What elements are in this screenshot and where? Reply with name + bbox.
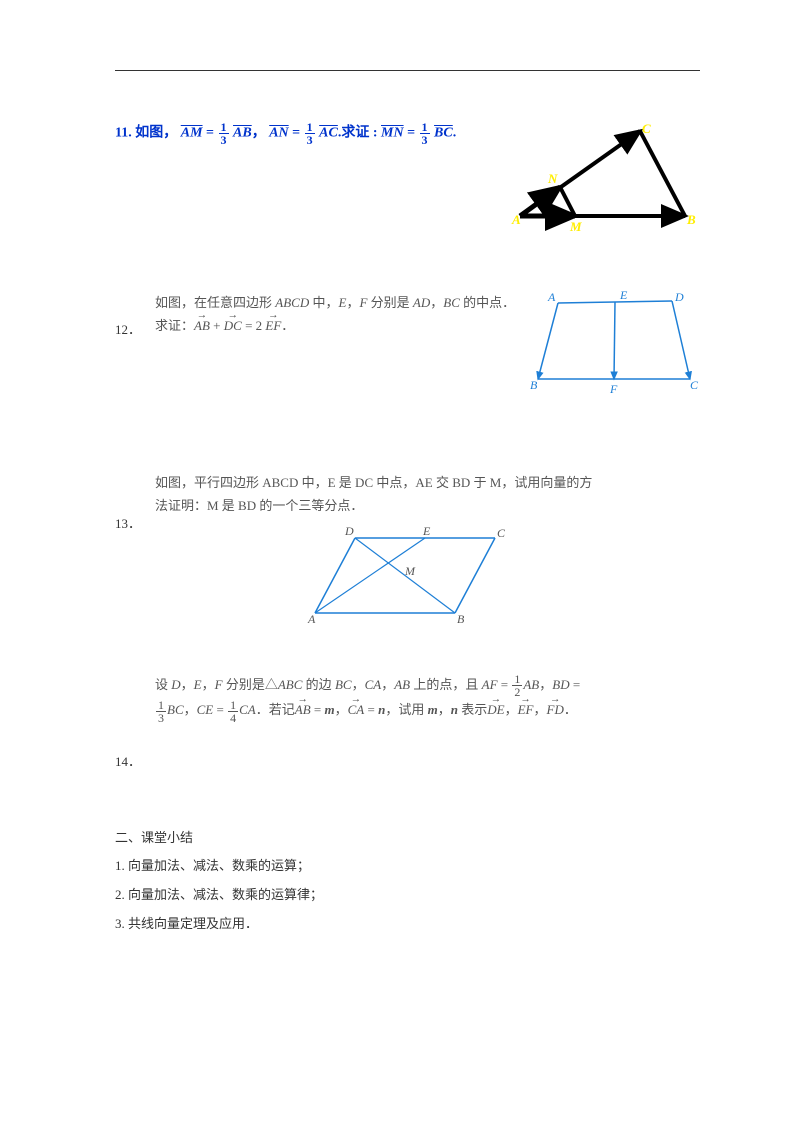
- svg-text:E: E: [422, 524, 431, 538]
- vec-AN: AN: [269, 126, 288, 141]
- svg-text:C: C: [497, 526, 505, 540]
- problem-14-text: 设 D，E，F 分别是△ABC 的边 BC，CA，AB 上的点，且 AF = 1…: [115, 673, 700, 724]
- svg-text:D: D: [344, 524, 354, 538]
- svg-text:A: A: [511, 212, 521, 227]
- vec-DC-12: DC: [224, 314, 242, 337]
- vec-AB-14: AB: [295, 698, 311, 721]
- svg-text:B: B: [686, 212, 696, 227]
- vec-AM: AM: [181, 126, 203, 141]
- problem-13: 如图，平行四边形 ABCD 中，E 是 DC 中点，AE 交 BD 于 M，试用…: [115, 471, 700, 633]
- problem-12-figure: A D B C E F: [530, 291, 700, 401]
- problem-11-text: 11. 如图， AM = 13 AB， AN = 13 AC.求证 : MN =…: [115, 121, 510, 146]
- svg-text:E: E: [619, 291, 628, 302]
- svg-text:A: A: [547, 291, 556, 304]
- vec-EF-12: EF: [265, 314, 281, 337]
- frac-quarter: 14: [228, 699, 238, 724]
- problem-12: 如图，在任意四边形 ABCD 中，E，F 分别是 AD，BC 的中点． 求证：A…: [115, 291, 700, 401]
- svg-text:B: B: [530, 378, 538, 392]
- frac-1-3b: 13: [305, 121, 315, 146]
- summary: 二、课堂小结 1. 向量加法、减法、数乘的运算； 2. 向量加法、减法、数乘的运…: [115, 824, 700, 938]
- p12-number: 12．: [115, 319, 140, 338]
- problem-11-figure: A B C M N: [510, 121, 700, 241]
- svg-text:F: F: [609, 382, 618, 396]
- svg-text:A: A: [307, 612, 316, 623]
- p14-number: 14．: [115, 751, 140, 770]
- vec-BC: BC: [434, 126, 453, 141]
- p13-number: 13．: [115, 513, 140, 532]
- vec-AB-12: AB: [194, 314, 210, 337]
- vec-AB: AB: [233, 126, 252, 141]
- problem-14: 设 D，E，F 分别是△ABC 的边 BC，CA，AB 上的点，且 AF = 1…: [115, 673, 700, 724]
- svg-text:N: N: [547, 171, 558, 186]
- svg-text:C: C: [642, 121, 651, 136]
- svg-text:M: M: [404, 564, 416, 578]
- summary-heading: 二、课堂小结: [115, 824, 700, 853]
- problem-12-text: 如图，在任意四边形 ABCD 中，E，F 分别是 AD，BC 的中点． 求证：A…: [115, 291, 520, 338]
- vec-EF-14: EF: [518, 698, 534, 721]
- summary-item-1: 1. 向量加法、减法、数乘的运算；: [115, 852, 700, 881]
- frac-1-3a: 13: [219, 121, 229, 146]
- p11-number: 11.: [115, 126, 132, 141]
- page: 11. 如图， AM = 13 AB， AN = 13 AC.求证 : MN =…: [0, 0, 800, 1132]
- para-svg: A B C D E M: [305, 523, 505, 623]
- svg-text:C: C: [690, 378, 699, 392]
- vec-MN: MN: [381, 126, 404, 141]
- svg-text:M: M: [569, 219, 582, 234]
- vec-CA-14: CA: [348, 698, 365, 721]
- problem-13-figure: A B C D E M: [305, 523, 505, 633]
- svg-text:B: B: [457, 612, 465, 623]
- problem-11: 11. 如图， AM = 13 AB， AN = 13 AC.求证 : MN =…: [115, 121, 700, 241]
- vec-AC: AC: [319, 126, 338, 141]
- p11-prefix: 如图，: [135, 126, 177, 141]
- p11-prove: 求证 :: [341, 126, 381, 141]
- summary-item-3: 3. 共线向量定理及应用．: [115, 910, 700, 939]
- problem-13-text: 如图，平行四边形 ABCD 中，E 是 DC 中点，AE 交 BD 于 M，试用…: [115, 471, 700, 518]
- vec-DE-14: DE: [487, 698, 504, 721]
- svg-text:D: D: [674, 291, 684, 304]
- frac-1-3c: 13: [420, 121, 430, 146]
- triangle-svg: A B C M N: [510, 121, 700, 241]
- summary-item-2: 2. 向量加法、减法、数乘的运算律；: [115, 881, 700, 910]
- vec-FD-14: FD: [547, 698, 564, 721]
- quad-svg: A D B C E F: [530, 291, 700, 401]
- frac-third: 13: [156, 699, 166, 724]
- top-rule: [115, 70, 700, 71]
